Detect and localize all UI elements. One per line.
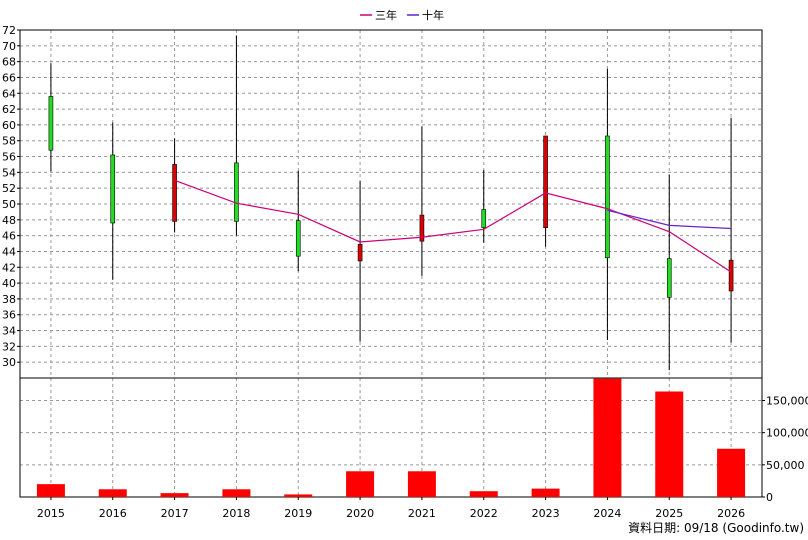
x-tick-label: 2022: [470, 507, 498, 520]
footer-label: 資料日期:: [628, 521, 681, 535]
price-tick-label: 66: [2, 71, 16, 84]
candle-body: [357, 244, 363, 262]
candle-body: [481, 209, 487, 229]
candle-body: [543, 135, 548, 229]
volume-bar: [593, 378, 622, 497]
price-tick-label: 70: [2, 40, 16, 53]
volume-bars: [36, 378, 746, 497]
candle-body: [48, 96, 54, 151]
avg-line: [607, 209, 732, 230]
x-tick-label: 2025: [655, 507, 683, 520]
footer-source: (Goodinfo.tw): [722, 521, 804, 535]
volume-bar: [284, 494, 313, 497]
x-tick-label: 2021: [408, 507, 436, 520]
volume-bar: [346, 471, 375, 497]
candle-body: [172, 164, 177, 222]
price-tick-label: 38: [2, 293, 16, 306]
footer-date: 09/18: [683, 521, 719, 535]
price-tick-label: 36: [2, 309, 16, 322]
candle-body: [234, 162, 239, 222]
avg-line: [174, 179, 732, 273]
candlesticks: [48, 35, 734, 371]
volume-tick-label: 0: [766, 491, 773, 504]
x-tick-label: 2015: [37, 507, 65, 520]
volume-bar: [531, 488, 560, 497]
price-tick-label: 62: [2, 103, 16, 116]
price-tick-label: 54: [2, 166, 16, 179]
volume-bar: [717, 448, 746, 497]
candle-body: [110, 154, 116, 224]
price-tick-label: 30: [2, 356, 16, 369]
grid: [20, 29, 762, 497]
volume-frame: [19, 377, 763, 498]
average-lines: [174, 179, 732, 273]
legend-label-3yr: 三年: [375, 8, 397, 22]
legend-label-10yr: 十年: [422, 8, 444, 22]
volume-tick-label: 150,000: [766, 395, 808, 408]
x-tick-label: 2018: [222, 507, 250, 520]
legend: 三年 十年: [360, 8, 444, 22]
price-tick-label: 50: [2, 198, 16, 211]
volume-bar: [36, 484, 65, 497]
volume-bar: [655, 391, 684, 497]
x-tick-label: 2026: [717, 507, 745, 520]
x-tick-label: 2017: [161, 507, 189, 520]
price-tick-label: 58: [2, 135, 16, 148]
price-axis: 30 32 34 36 38 40 42 44 46 48 50 52 54 56 58 60 62 64 66 68…: [2, 24, 20, 369]
candle-body: [419, 214, 425, 242]
x-tick-label: 2016: [99, 507, 127, 520]
volume-bar: [469, 491, 498, 497]
volume-axis: 0 50,000 100,000 150,000: [762, 395, 808, 504]
price-tick-label: 56: [2, 151, 16, 164]
volume-tick-label: 50,000: [766, 459, 805, 472]
price-tick-label: 40: [2, 277, 16, 290]
volume-bar: [222, 489, 251, 497]
price-tick-label: 42: [2, 261, 16, 274]
candle-body: [666, 258, 672, 298]
price-tick-label: 60: [2, 119, 16, 132]
price-tick-label: 44: [2, 245, 16, 258]
x-tick-label: 2019: [284, 507, 312, 520]
volume-bar: [407, 471, 436, 497]
price-tick-label: 72: [2, 24, 16, 37]
x-tick-label: 2024: [593, 507, 621, 520]
price-tick-label: 46: [2, 230, 16, 243]
candle-body: [728, 259, 734, 292]
candle-body: [605, 135, 610, 259]
price-tick-label: 64: [2, 87, 16, 100]
volume-bar: [98, 489, 127, 497]
x-tick-label: 2023: [532, 507, 560, 520]
candle-body: [295, 220, 301, 257]
footer-note: 資料日期: 09/18 (Goodinfo.tw): [628, 519, 804, 536]
price-tick-label: 48: [2, 214, 16, 227]
volume-bar: [160, 493, 189, 497]
price-tick-label: 34: [2, 325, 16, 338]
volume-tick-label: 100,000: [766, 427, 808, 440]
plot-frames: [19, 29, 763, 498]
price-tick-label: 68: [2, 56, 16, 69]
price-tick-label: 32: [2, 340, 16, 353]
price-tick-label: 52: [2, 182, 16, 195]
x-tick-label: 2020: [346, 507, 374, 520]
x-axis: 2015 2016 2017 2018 2019 2020 2021 2022 2023 2024…: [37, 497, 745, 520]
